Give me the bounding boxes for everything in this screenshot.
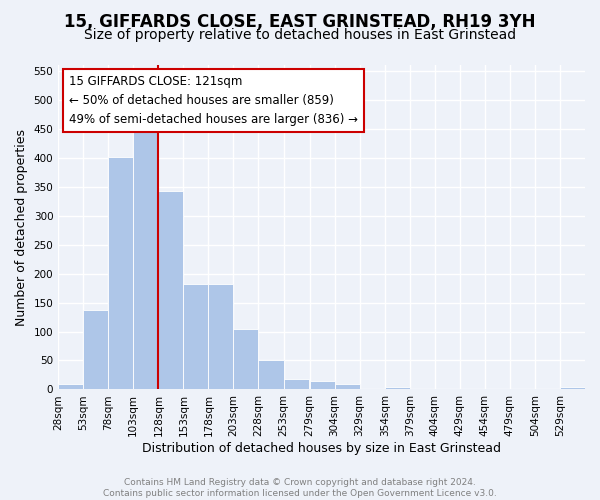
Text: Contains HM Land Registry data © Crown copyright and database right 2024.
Contai: Contains HM Land Registry data © Crown c… — [103, 478, 497, 498]
Bar — [284, 379, 308, 390]
Bar — [259, 360, 284, 390]
Bar — [58, 384, 83, 390]
Bar — [385, 387, 410, 390]
X-axis label: Distribution of detached houses by size in East Grinstead: Distribution of detached houses by size … — [142, 442, 501, 455]
Bar — [233, 329, 259, 390]
Y-axis label: Number of detached properties: Number of detached properties — [15, 128, 28, 326]
Text: 15 GIFFARDS CLOSE: 121sqm
← 50% of detached houses are smaller (859)
49% of semi: 15 GIFFARDS CLOSE: 121sqm ← 50% of detac… — [69, 74, 358, 126]
Text: 15, GIFFARDS CLOSE, EAST GRINSTEAD, RH19 3YH: 15, GIFFARDS CLOSE, EAST GRINSTEAD, RH19… — [64, 12, 536, 30]
Bar — [133, 130, 158, 390]
Bar — [560, 387, 585, 390]
Bar — [108, 156, 133, 390]
Bar — [83, 310, 108, 390]
Bar — [208, 284, 233, 390]
Bar — [158, 190, 184, 390]
Bar — [310, 382, 335, 390]
Bar — [335, 384, 359, 390]
Text: Size of property relative to detached houses in East Grinstead: Size of property relative to detached ho… — [84, 28, 516, 42]
Bar — [184, 284, 208, 390]
